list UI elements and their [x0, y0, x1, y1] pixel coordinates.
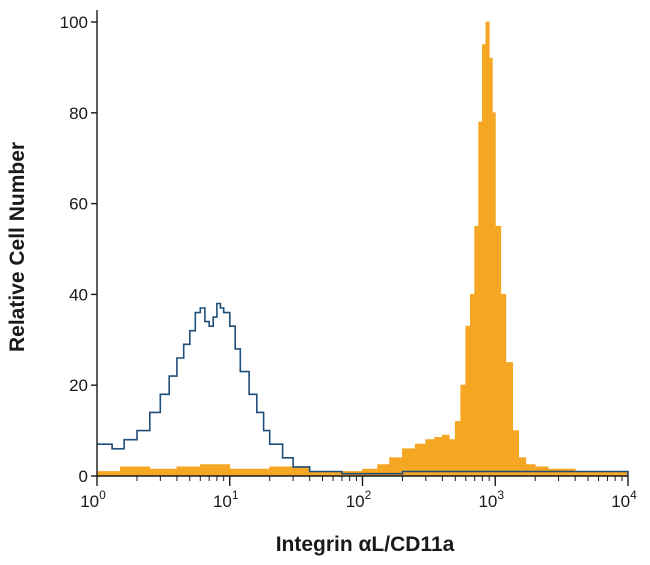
y-tick-label: 100 — [60, 13, 88, 32]
series-outline-histogram — [97, 302, 629, 476]
y-ticks: 0 20 40 60 80 100 — [60, 13, 97, 486]
y-tick-label: 0 — [79, 467, 88, 486]
x-tick-label: 102 — [346, 488, 372, 511]
x-axis-title: Integrin αL/CD11a — [276, 533, 455, 556]
x-tick-label: 101 — [213, 488, 239, 511]
x-tick-label: 100 — [80, 488, 106, 511]
x-ticks: 100 101 102 103 104 — [80, 476, 637, 511]
series-filled-histogram — [96, 21, 629, 477]
y-tick-label: 20 — [69, 376, 88, 395]
x-tick-label: 103 — [478, 488, 504, 511]
series-layer — [96, 21, 629, 477]
y-tick-label: 60 — [69, 195, 88, 214]
x-tick-label: 104 — [611, 488, 637, 511]
y-axis-title: Relative Cell Number — [6, 142, 29, 352]
y-tick-label: 40 — [69, 285, 88, 304]
y-tick-label: 80 — [69, 104, 88, 123]
